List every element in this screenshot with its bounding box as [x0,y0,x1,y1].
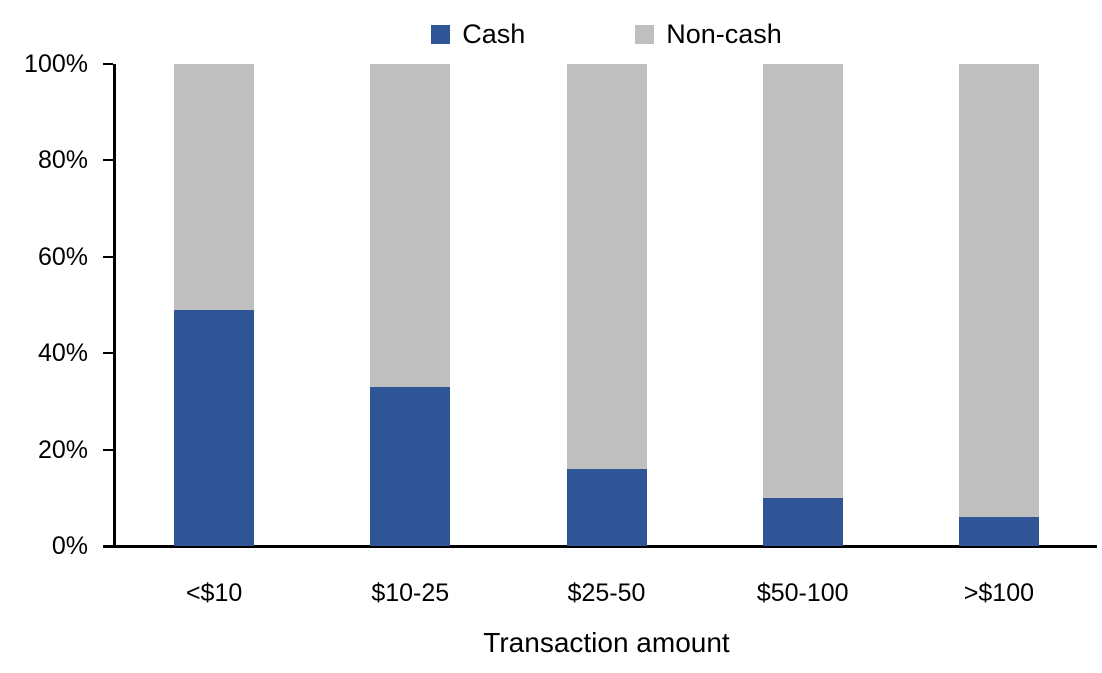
y-tick-label: 100% [24,50,88,78]
y-tick [103,255,113,258]
bar-segment-cash [370,386,451,546]
noncash-swatch [635,24,655,44]
bar-5 [958,64,1039,546]
bar-segment-cash [958,517,1039,546]
bar-segment-cash [566,468,647,546]
cash-swatch [431,24,451,44]
bar-segment-cash [762,497,843,546]
y-tick-label: 20% [37,435,88,464]
bar-segment-non-cash [370,64,451,387]
bar-segment-non-cash [762,64,843,498]
x-axis-title: Transaction amount [483,627,730,658]
x-tick-label: $50-100 [756,579,849,607]
plot-area [103,63,1097,548]
x-tick-label: $10-25 [371,579,450,607]
x-axis-line [103,545,1097,548]
y-tick-label: 80% [37,146,88,175]
legend: Cash Non-cash [116,18,1097,50]
x-tick-label: <$10 [185,579,243,607]
bar-segment-non-cash [566,64,647,469]
y-tick [103,63,113,65]
y-tick-label: 60% [37,242,88,271]
legend-label-cash: Cash [462,19,526,49]
bar-2 [370,64,451,546]
bar-segment-non-cash [958,64,1039,518]
legend-label-noncash: Non-cash [666,19,782,49]
x-tick-label: $25-50 [567,579,646,607]
bar-segment-non-cash [174,64,255,310]
bar-segment-cash [174,309,255,546]
legend-item-noncash: Non-cash [635,18,782,50]
y-axis-line [113,64,116,546]
bar-4 [762,64,843,546]
x-tick-label: >$100 [963,579,1034,607]
y-tick [103,545,113,547]
bar-3 [566,64,647,546]
bar-1 [174,64,255,546]
y-tick [103,448,113,451]
y-tick [103,159,113,162]
y-tick [103,352,113,355]
legend-item-cash: Cash [431,18,525,50]
y-tick-label: 0% [51,532,88,560]
y-tick-label: 40% [37,339,88,368]
